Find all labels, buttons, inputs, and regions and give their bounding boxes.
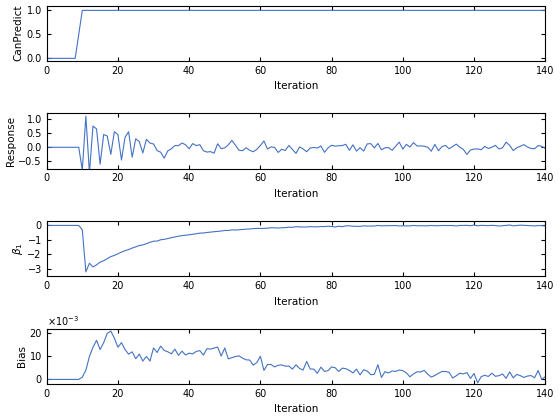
Y-axis label: $\beta_1$: $\beta_1$: [11, 242, 25, 255]
Y-axis label: CanPredict: CanPredict: [13, 5, 24, 61]
Text: $\times10^{-3}$: $\times10^{-3}$: [46, 314, 79, 328]
X-axis label: Iteration: Iteration: [274, 81, 318, 91]
Y-axis label: Bias: Bias: [17, 345, 27, 368]
X-axis label: Iteration: Iteration: [274, 297, 318, 307]
X-axis label: Iteration: Iteration: [274, 404, 318, 415]
X-axis label: Iteration: Iteration: [274, 189, 318, 199]
Y-axis label: Response: Response: [6, 116, 16, 166]
